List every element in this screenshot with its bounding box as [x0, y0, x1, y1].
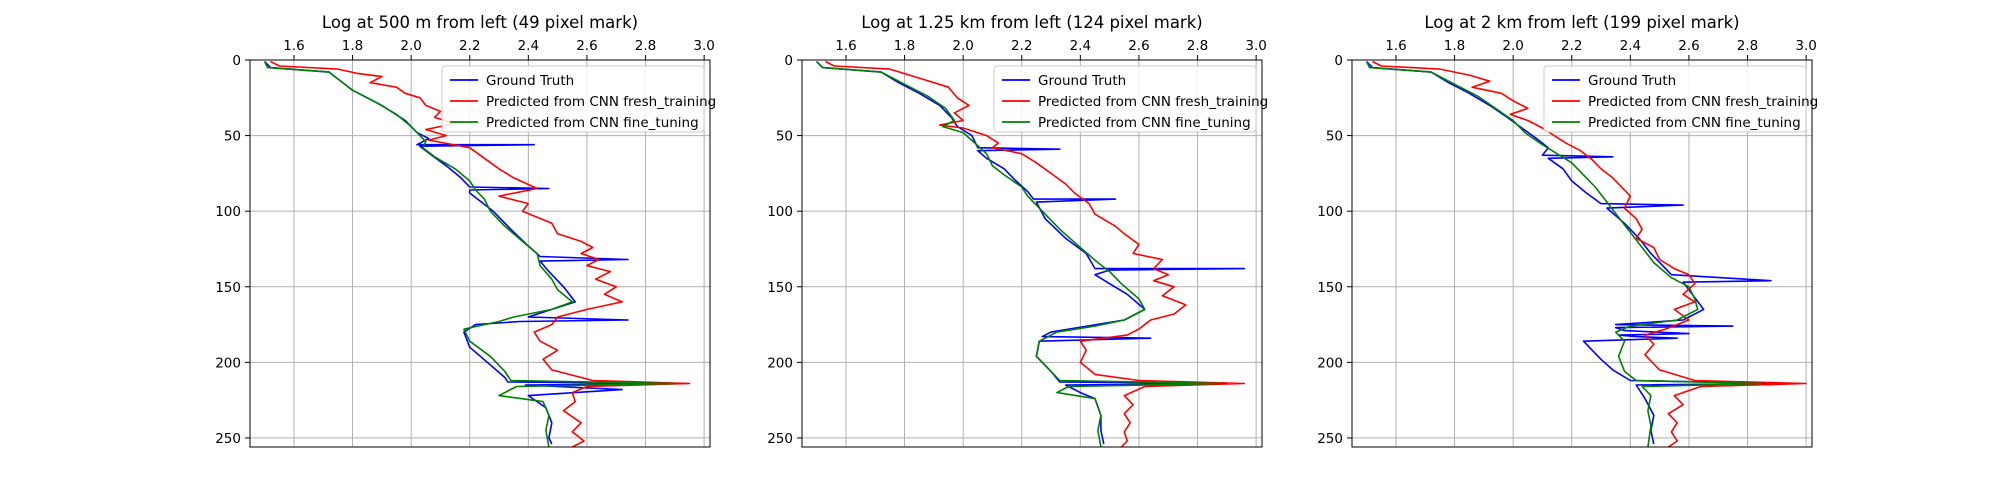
- legend: Ground Truth Predicted from CNN fresh_tra…: [1543, 65, 1818, 133]
- x-tick-label: 2.4: [1620, 38, 1641, 54]
- series-line-predicted-from-cnn-fine-tuning: [1365, 61, 1763, 447]
- legend-label: Predicted from CNN fine_tuning: [1588, 115, 1801, 131]
- series-line-predicted-from-cnn-fresh-training: [825, 60, 1246, 447]
- y-tick-label: 250: [767, 431, 793, 447]
- y-tick-label: 100: [767, 204, 793, 220]
- legend-label: Predicted from CNN fine_tuning: [486, 115, 699, 131]
- legend-label: Predicted from CNN fresh_training: [1588, 94, 1818, 110]
- y-tick-label: 250: [215, 431, 241, 447]
- x-tick-label: 1.8: [1444, 38, 1465, 54]
- legend-label: Predicted from CNN fresh_training: [1038, 94, 1268, 110]
- x-tick-label: 2.2: [1011, 38, 1032, 54]
- x-tick-label: 1.8: [342, 38, 363, 54]
- x-tick-label: 2.0: [952, 38, 973, 54]
- legend: Ground Truth Predicted from CNN fresh_tra…: [441, 65, 716, 133]
- chart-title: Log at 500 m from left (49 pixel mark): [322, 13, 638, 32]
- y-tick-label: 0: [1334, 53, 1343, 69]
- panel-1: 1.6 1.8 2.0 2.2 2.4 2.6 2.8 3.0 0 50 100 150 200 250 L…: [215, 13, 716, 448]
- x-tick-label: 2.2: [459, 38, 480, 54]
- chart-title: Log at 1.25 km from left (124 pixel mark…: [861, 13, 1202, 32]
- legend-label: Ground Truth: [1038, 73, 1126, 89]
- y-tick-label: 150: [215, 280, 241, 296]
- plot-frame: [249, 59, 711, 448]
- y-tick-label: 100: [215, 204, 241, 220]
- y-tick-label: 150: [1317, 280, 1343, 296]
- series-line-predicted-from-cnn-fine-tuning: [263, 61, 676, 447]
- x-tick-label: 2.8: [635, 38, 656, 54]
- x-tick-label: 1.6: [1385, 38, 1406, 54]
- x-tick-label: 1.8: [894, 38, 915, 54]
- series-line-ground-truth: [1366, 60, 1784, 445]
- x-tick-label: 2.0: [1502, 38, 1523, 54]
- y-tick-label: 0: [784, 53, 793, 69]
- y-tick-label: 0: [232, 53, 241, 69]
- x-tick-label: 3.0: [1245, 38, 1266, 54]
- x-tick-label: 3.0: [693, 38, 714, 54]
- x-tick-label: 2.2: [1561, 38, 1582, 54]
- legend-box: [441, 65, 705, 133]
- x-tick-label: 2.6: [1128, 38, 1149, 54]
- series-line-predicted-from-cnn-fresh-training: [1372, 60, 1807, 447]
- legend: Ground Truth Predicted from CNN fresh_tra…: [993, 65, 1268, 133]
- x-tick-label: 2.4: [1070, 38, 1091, 54]
- x-tick-label: 2.8: [1737, 38, 1758, 54]
- y-tick-label: 200: [1317, 355, 1343, 371]
- y-tick-label: 50: [776, 129, 793, 145]
- legend-label: Ground Truth: [486, 73, 574, 89]
- legend-label: Predicted from CNN fresh_training: [486, 94, 716, 110]
- x-tick-label: 1.6: [835, 38, 856, 54]
- plot-frame: [801, 59, 1263, 448]
- series-line-predicted-from-cnn-fine-tuning: [816, 60, 1222, 447]
- x-tick-label: 2.6: [576, 38, 597, 54]
- x-tick-label: 3.0: [1795, 38, 1816, 54]
- legend-box: [993, 65, 1257, 133]
- y-tick-label: 200: [215, 355, 241, 371]
- x-tick-label: 2.8: [1187, 38, 1208, 54]
- y-tick-label: 250: [1317, 431, 1343, 447]
- x-tick-label: 2.4: [518, 38, 539, 54]
- x-tick-label: 2.6: [1678, 38, 1699, 54]
- y-tick-label: 50: [224, 129, 241, 145]
- panel-2: 1.6 1.8 2.0 2.2 2.4 2.6 2.8 3.0 0 50 100 150 200 250 L…: [767, 13, 1268, 448]
- x-tick-label: 2.0: [400, 38, 421, 54]
- legend-box: [1543, 65, 1807, 133]
- chart-title: Log at 2 km from left (199 pixel mark): [1424, 13, 1739, 32]
- legend-label: Predicted from CNN fine_tuning: [1038, 115, 1251, 131]
- y-tick-label: 100: [1317, 204, 1343, 220]
- series-line-predicted-from-cnn-fresh-training: [270, 60, 691, 447]
- x-tick-label: 1.6: [283, 38, 304, 54]
- y-tick-label: 150: [767, 280, 793, 296]
- y-tick-label: 50: [1326, 129, 1343, 145]
- plot-frame: [1351, 59, 1813, 448]
- panel-3: 1.6 1.8 2.0 2.2 2.4 2.6 2.8 3.0 0 50 100 150 200 250 L…: [1317, 13, 1818, 448]
- legend-label: Ground Truth: [1588, 73, 1676, 89]
- y-tick-label: 200: [767, 355, 793, 371]
